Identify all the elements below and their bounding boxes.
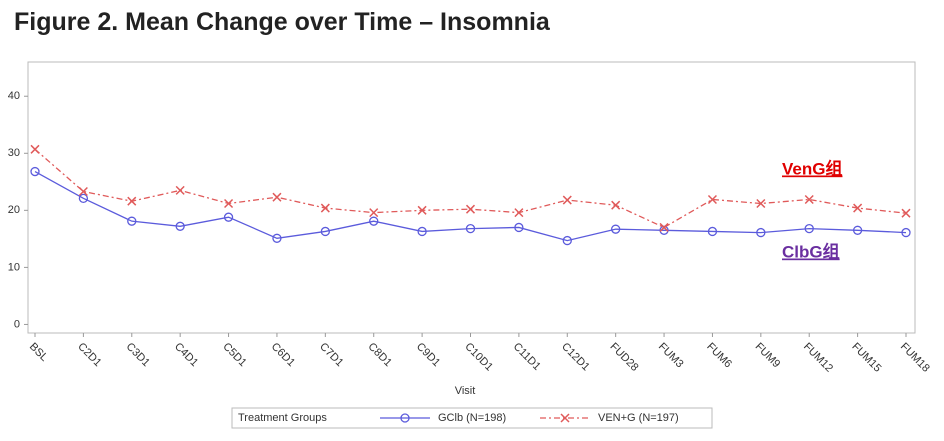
point bbox=[707, 226, 718, 237]
x-tick-label: C8D1 bbox=[366, 341, 394, 369]
x-tick-label: C4D1 bbox=[172, 341, 200, 369]
point bbox=[78, 193, 89, 204]
point bbox=[417, 226, 427, 237]
point bbox=[223, 212, 234, 222]
x-tick-label: C6D1 bbox=[269, 341, 297, 369]
point bbox=[659, 225, 669, 235]
point bbox=[30, 166, 40, 177]
point bbox=[804, 194, 814, 205]
series-line bbox=[34, 148, 907, 229]
point bbox=[175, 185, 185, 195]
legend-box bbox=[231, 407, 713, 429]
x-tick-label: BSL bbox=[27, 341, 50, 364]
point bbox=[417, 205, 427, 215]
x-tick-label: FUM3 bbox=[656, 341, 686, 371]
point bbox=[369, 208, 379, 218]
y-tick-label: 20 bbox=[8, 204, 20, 216]
point bbox=[465, 204, 476, 214]
point bbox=[127, 196, 137, 206]
legend-marker bbox=[400, 413, 410, 423]
point bbox=[611, 200, 621, 210]
point bbox=[127, 216, 137, 226]
point bbox=[224, 198, 234, 209]
x-tick-label: C7D1 bbox=[317, 341, 345, 369]
series-line bbox=[34, 170, 907, 242]
point bbox=[707, 194, 717, 205]
point bbox=[272, 233, 282, 243]
x-tick-label: C3D1 bbox=[124, 341, 152, 369]
point bbox=[514, 222, 524, 233]
point bbox=[901, 227, 911, 238]
x-tick-label: C2D1 bbox=[75, 341, 103, 369]
point bbox=[514, 208, 524, 218]
point bbox=[465, 223, 476, 234]
point bbox=[320, 226, 330, 237]
annotation: ClbG组 bbox=[782, 241, 840, 261]
x-axis-label: Visit bbox=[455, 385, 476, 397]
point bbox=[272, 192, 282, 202]
x-tick-label: C9D1 bbox=[414, 341, 442, 369]
y-tick-label: 40 bbox=[8, 90, 20, 102]
point bbox=[853, 203, 863, 213]
x-tick-label: C10D1 bbox=[462, 341, 495, 374]
point bbox=[611, 224, 621, 234]
point bbox=[562, 195, 572, 205]
point bbox=[78, 186, 88, 197]
point bbox=[30, 144, 40, 154]
x-tick-label: FUM15 bbox=[849, 341, 883, 375]
point bbox=[369, 216, 379, 226]
x-tick-label: C12D1 bbox=[559, 341, 592, 374]
point bbox=[562, 235, 572, 246]
y-tick-label: 30 bbox=[8, 147, 20, 159]
x-tick-label: C5D1 bbox=[220, 341, 248, 369]
point bbox=[756, 198, 766, 209]
x-tick-label: FUM6 bbox=[704, 341, 734, 371]
x-tick-label: FUM12 bbox=[801, 341, 835, 375]
annotation: VenG组 bbox=[782, 158, 842, 178]
chart-title: Figure 2. Mean Change over Time – Insomn… bbox=[14, 8, 551, 36]
legend-label: VEN+G (N=197) bbox=[598, 412, 679, 424]
legend-label: GClb (N=198) bbox=[438, 412, 506, 424]
plot-frame bbox=[27, 61, 916, 334]
x-tick-label: FUM9 bbox=[753, 341, 783, 371]
point bbox=[901, 208, 911, 218]
x-tick-label: FUM18 bbox=[898, 341, 932, 375]
x-tick-label: FUD28 bbox=[607, 341, 640, 374]
point bbox=[804, 223, 814, 234]
y-tick-label: 10 bbox=[8, 261, 20, 273]
point bbox=[756, 227, 766, 238]
point bbox=[659, 222, 669, 232]
x-tick-label: C11D1 bbox=[511, 341, 543, 373]
legend-title: Treatment Groups bbox=[238, 412, 327, 424]
y-tick-label: 0 bbox=[14, 318, 20, 330]
point bbox=[175, 221, 185, 231]
legend-marker bbox=[560, 413, 570, 423]
point bbox=[320, 203, 330, 213]
point bbox=[852, 225, 863, 235]
